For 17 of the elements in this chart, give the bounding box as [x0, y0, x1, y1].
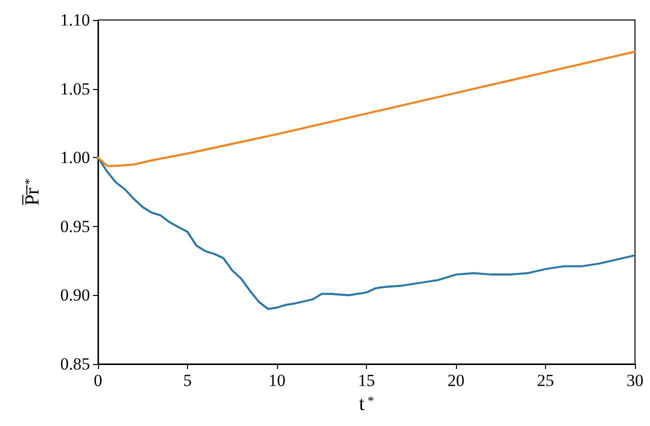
- x-axis-title: t*: [358, 393, 374, 415]
- y-tick-label: 0.95: [60, 216, 90, 236]
- x-tick-label: 15: [358, 371, 375, 390]
- x-tick-label: 5: [183, 371, 192, 390]
- line-series: [97, 50, 636, 167]
- y-tick-label: 0.90: [60, 286, 90, 305]
- x-tick-label: 0: [94, 371, 102, 390]
- x-tick-label: 20: [448, 371, 464, 390]
- x-tick-label: 10: [268, 371, 286, 390]
- line-series: [97, 156, 636, 310]
- y-tick-label: 1.05: [60, 79, 90, 98]
- y-tick-label: 0.85: [60, 354, 90, 374]
- x-tick-label: 25: [537, 371, 554, 390]
- x-tick-label: 30: [626, 371, 644, 390]
- y-tick-label: 1.00: [60, 148, 90, 168]
- y-tick-label: 1.10: [60, 10, 90, 30]
- y-axis-title: P̅r̅*: [21, 178, 44, 206]
